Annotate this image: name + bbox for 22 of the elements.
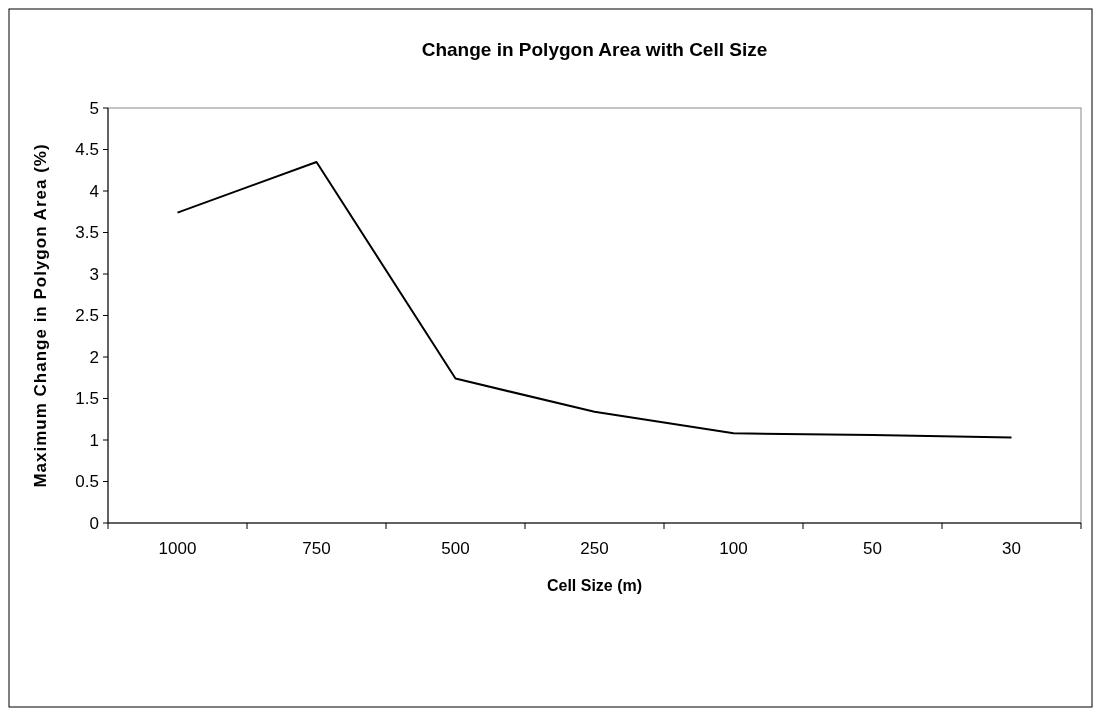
y-tick-label: 1.5 (75, 389, 99, 409)
x-tick-label: 30 (1002, 539, 1021, 558)
y-tick-label: 0 (89, 513, 99, 533)
y-axis-title: Maximum Change in Polygon Area (%) (31, 143, 50, 488)
y-tick-label: 3 (89, 264, 99, 284)
x-tick-label: 1000 (158, 539, 197, 558)
x-tick-label: 750 (302, 539, 331, 558)
y-tick-label: 5 (89, 98, 99, 118)
y-tick-label: 3.5 (75, 223, 99, 243)
x-axis-title: Cell Size (m) (546, 577, 643, 594)
y-tick-label: 0.5 (75, 472, 99, 492)
x-tick-label: 100 (719, 539, 748, 558)
x-tick-label: 500 (441, 539, 470, 558)
y-tick-label: 1 (89, 430, 99, 450)
chart-title: Change in Polygon Area with Cell Size (421, 39, 768, 60)
y-tick-label: 2.5 (75, 306, 99, 326)
y-tick-label: 2 (89, 347, 99, 367)
x-tick-label: 50 (863, 539, 882, 558)
y-tick-label: 4 (89, 181, 99, 201)
y-tick-label: 4.5 (75, 140, 99, 160)
x-tick-label: 250 (580, 539, 609, 558)
line-series (176, 160, 1013, 439)
